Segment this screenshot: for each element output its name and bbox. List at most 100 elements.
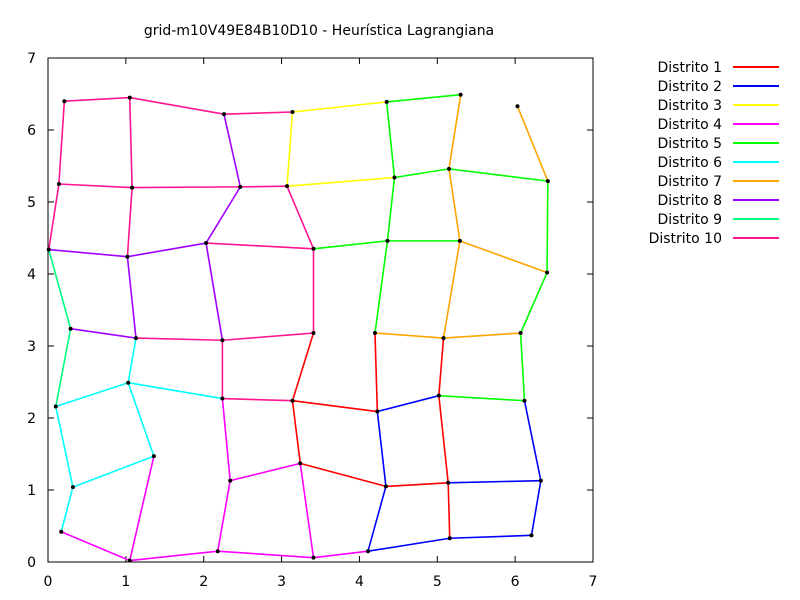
- edge: [448, 168, 548, 182]
- node-point: [53, 404, 58, 409]
- series-distrito-6: [55, 337, 223, 532]
- edge: [221, 398, 231, 481]
- edge: [374, 240, 389, 334]
- legend-label: Distrito 5: [657, 136, 722, 152]
- legend-label: Distrito 7: [657, 174, 722, 190]
- node-point: [290, 110, 295, 114]
- series-distrito-4: [60, 398, 369, 562]
- node-point: [130, 185, 135, 190]
- edge: [519, 272, 548, 334]
- edge: [126, 256, 137, 339]
- node-point: [365, 549, 370, 554]
- node-point: [285, 184, 290, 189]
- node-point: [518, 331, 523, 336]
- edge: [438, 338, 445, 396]
- edge: [448, 168, 461, 241]
- legend-label: Distrito 1: [657, 60, 722, 76]
- node-point: [68, 326, 73, 331]
- node-point: [375, 409, 380, 414]
- edge: [286, 185, 315, 250]
- legend-label: Distrito 3: [657, 98, 722, 114]
- edge: [64, 96, 130, 102]
- y-tick-label: 1: [27, 483, 36, 499]
- x-tick-label: 1: [121, 574, 130, 590]
- edge: [128, 381, 223, 400]
- nodes-layer: [46, 92, 550, 563]
- series-distrito-9: [48, 249, 72, 407]
- edge: [129, 96, 225, 115]
- edge: [386, 93, 461, 103]
- edge: [129, 550, 218, 562]
- node-point: [529, 533, 534, 538]
- edge: [442, 240, 461, 339]
- edge: [313, 240, 388, 250]
- node-point: [311, 331, 316, 336]
- y-tick-label: 7: [27, 51, 36, 67]
- edge: [60, 531, 131, 562]
- edge: [55, 381, 129, 408]
- edge: [205, 186, 241, 244]
- edge: [48, 249, 72, 329]
- chart-title: grid-m10V49E84B10D10 - Heurística Lagran…: [144, 23, 494, 39]
- edge: [229, 462, 301, 482]
- x-tick-label: 2: [199, 574, 208, 590]
- node-point: [70, 485, 75, 490]
- edges-layer: [47, 93, 549, 562]
- edge: [313, 550, 369, 559]
- edge: [60, 486, 74, 532]
- node-point: [515, 104, 520, 109]
- series-distrito-8: [48, 113, 242, 341]
- y-tick-label: 3: [27, 339, 36, 355]
- x-tick-label: 4: [355, 574, 364, 590]
- node-point: [127, 95, 132, 100]
- node-point: [290, 398, 295, 403]
- edge: [72, 455, 155, 488]
- edge: [206, 242, 314, 250]
- edge: [291, 400, 302, 464]
- x-tick-label: 0: [44, 574, 53, 590]
- x-tick-label: 5: [433, 574, 442, 590]
- edge: [216, 480, 231, 552]
- edge: [516, 105, 549, 182]
- edge: [519, 332, 526, 401]
- edge: [523, 400, 542, 481]
- edge: [299, 463, 315, 558]
- y-tick-label: 2: [27, 411, 36, 427]
- edge: [546, 181, 549, 273]
- edge: [438, 394, 525, 402]
- edge: [367, 537, 450, 552]
- axis-ticks: 0 1 2 3 4 5 6 7 0 1 2 3 4 5 6 7: [27, 51, 597, 590]
- edge: [438, 395, 449, 483]
- x-tick-label: 7: [589, 574, 598, 590]
- edge: [222, 332, 314, 342]
- legend: Distrito 1 Distrito 2 Distrito 3 Distrito 4…: [649, 60, 779, 247]
- y-tick-label: 4: [27, 267, 36, 283]
- node-point: [133, 336, 138, 341]
- plot-frame: [47, 57, 594, 563]
- edge: [58, 183, 133, 189]
- series-distrito-2: [367, 394, 542, 552]
- edge: [70, 327, 137, 339]
- edge: [292, 399, 378, 413]
- node-point: [311, 246, 316, 251]
- node-point: [384, 99, 389, 104]
- edge: [377, 394, 440, 413]
- node-point: [220, 396, 225, 401]
- edge: [222, 397, 293, 402]
- edge: [292, 101, 387, 113]
- edge: [223, 111, 293, 115]
- edge: [286, 176, 395, 187]
- edge: [448, 479, 541, 484]
- edge: [58, 101, 66, 185]
- edge: [459, 240, 548, 274]
- node-point: [447, 536, 452, 541]
- edge: [135, 337, 223, 342]
- node-point: [458, 92, 463, 97]
- node-point: [446, 166, 451, 171]
- edge: [132, 186, 241, 189]
- node-point: [545, 270, 550, 275]
- edge: [48, 248, 128, 258]
- edge: [223, 113, 242, 188]
- edge: [385, 482, 449, 488]
- legend-label: Distrito 4: [657, 117, 722, 133]
